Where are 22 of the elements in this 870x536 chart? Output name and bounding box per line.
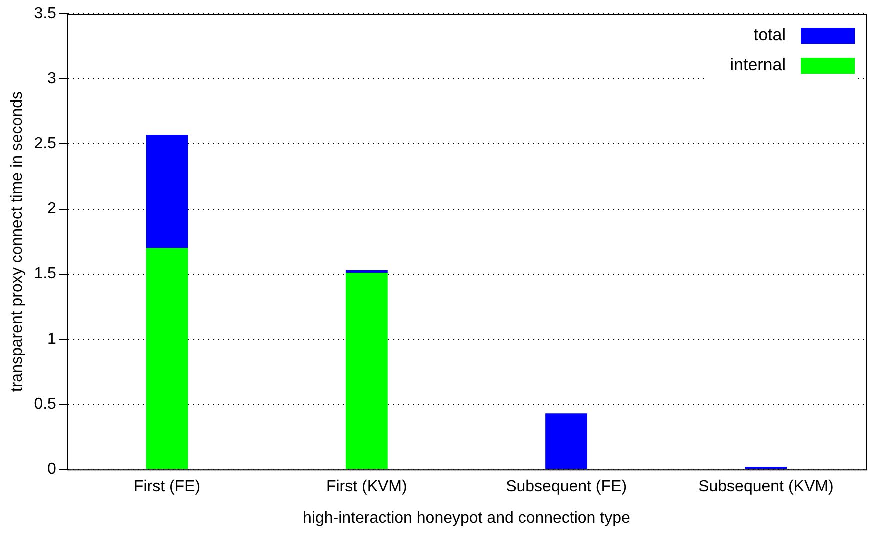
bar <box>146 135 188 248</box>
y-tick-label: 1 <box>48 330 57 348</box>
y-tick-label: 3 <box>48 70 57 88</box>
y-axis-title: transparent proxy connect time in seconds <box>9 91 26 392</box>
y-tick-label: 2 <box>48 200 57 218</box>
bar <box>346 273 388 470</box>
x-tick-label: First (KVM) <box>326 478 408 496</box>
bar <box>146 248 188 470</box>
bar <box>745 466 788 470</box>
bar <box>346 270 388 274</box>
y-tick-label: 3.5 <box>34 5 57 22</box>
y-tick-label: 1.5 <box>34 266 57 283</box>
bar <box>546 414 588 470</box>
x-axis-title: high-interaction honeypot and connection type <box>303 510 630 527</box>
y-tick-label: 2.5 <box>34 136 57 153</box>
x-tick-label: First (FE) <box>134 478 201 496</box>
x-tick-label: Subsequent (FE) <box>506 478 628 496</box>
legend-label: total <box>754 26 786 45</box>
y-tick-label: 0.5 <box>34 396 57 413</box>
x-tick-label: Subsequent (KVM) <box>698 478 834 496</box>
y-tick-label: 0 <box>48 461 57 478</box>
legend-label: internal <box>730 56 786 75</box>
